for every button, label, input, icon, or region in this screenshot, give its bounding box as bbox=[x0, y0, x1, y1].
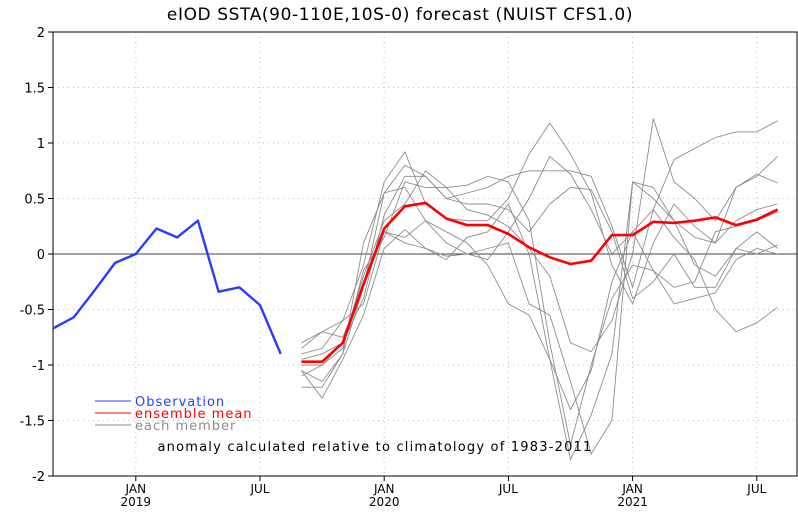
member-line bbox=[301, 118, 778, 360]
x-tick-label: JUL bbox=[498, 482, 518, 496]
x-tick-label: JUL bbox=[746, 482, 766, 496]
annotation: anomaly calculated relative to climatolo… bbox=[158, 440, 593, 455]
chart-title: eIOD SSTA(90-110E,10S-0) forecast (NUIST… bbox=[167, 5, 633, 25]
member-line bbox=[301, 186, 778, 411]
member-line bbox=[301, 173, 778, 461]
ensemble-mean-polyline bbox=[301, 201, 779, 364]
y-tick-label: 1.5 bbox=[24, 82, 45, 97]
member-lines bbox=[301, 118, 778, 461]
y-tick-label: 0.5 bbox=[24, 193, 45, 208]
member-line bbox=[301, 175, 778, 366]
y-tick-label: -2 bbox=[32, 470, 45, 485]
x-tick-year: 2020 bbox=[369, 495, 400, 508]
member-line bbox=[301, 122, 778, 349]
ensemble-mean-line bbox=[301, 201, 779, 364]
x-tick-year: 2021 bbox=[617, 495, 648, 508]
x-tick-label: JAN bbox=[621, 482, 643, 496]
y-tick-label: -1 bbox=[32, 359, 45, 374]
legend-label-observation: Observation bbox=[135, 395, 225, 410]
x-tick-label: JAN bbox=[373, 482, 395, 496]
observation-line bbox=[52, 219, 282, 355]
legend: Observation ensemble mean each member bbox=[95, 395, 253, 434]
x-tick-label: JAN bbox=[125, 482, 147, 496]
member-line bbox=[301, 181, 778, 455]
y-tick-label: -0.5 bbox=[20, 304, 45, 319]
legend-label-member: each member bbox=[135, 419, 236, 434]
x-tick-year: 2019 bbox=[121, 495, 152, 508]
y-tick-label: 2 bbox=[37, 26, 45, 41]
y-tick-label: 1 bbox=[37, 137, 45, 152]
grid bbox=[53, 32, 797, 476]
x-tick-label: JUL bbox=[249, 482, 269, 496]
member-line bbox=[301, 155, 778, 355]
member-line bbox=[301, 120, 778, 383]
member-line bbox=[301, 175, 778, 446]
observation-polyline bbox=[52, 219, 282, 355]
plot-frame bbox=[52, 31, 798, 477]
y-tick-label: -1.5 bbox=[20, 415, 45, 430]
y-tick-label: 0 bbox=[37, 248, 45, 263]
legend-label-ensemble-mean: ensemble mean bbox=[135, 407, 253, 422]
